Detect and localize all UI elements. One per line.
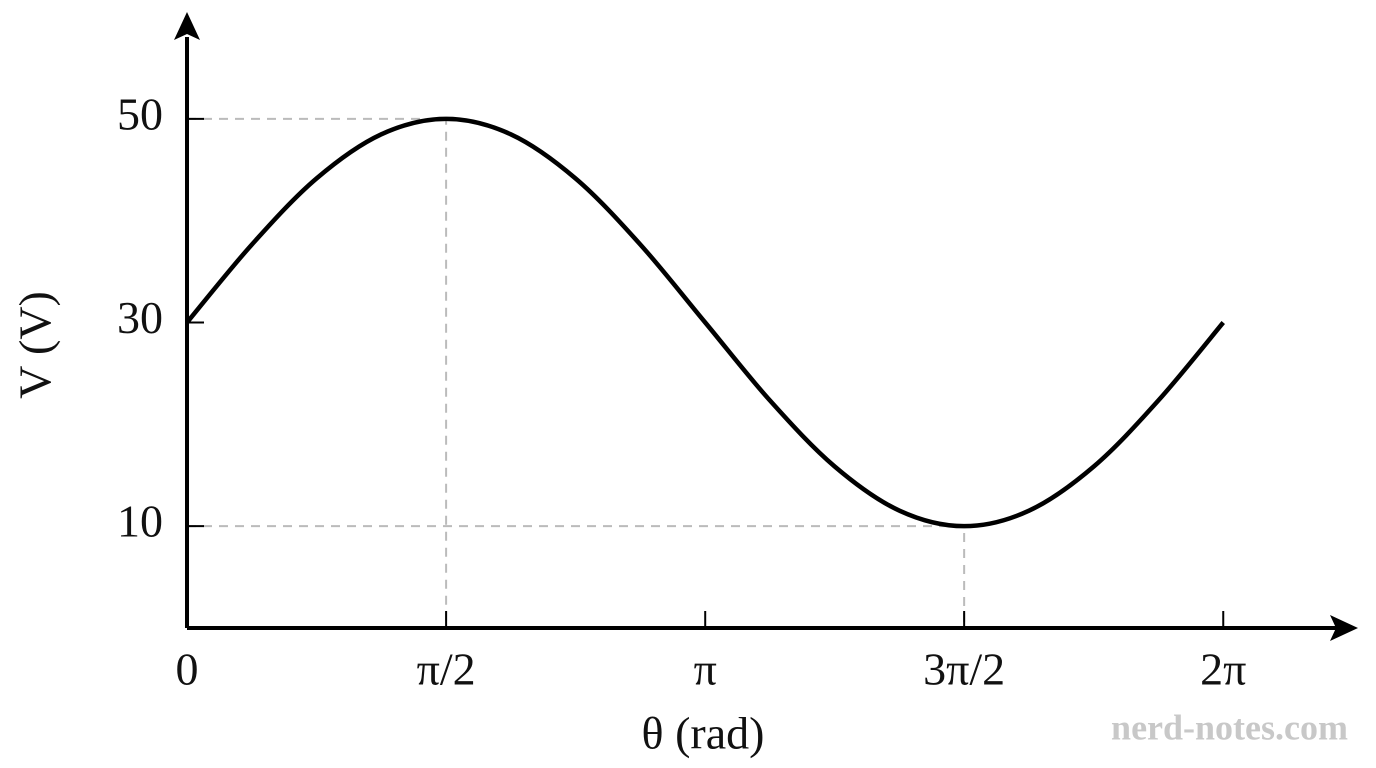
x-tick-label: 2π bbox=[1200, 644, 1246, 695]
x-tick-label: π bbox=[694, 644, 717, 695]
y-axis-arrow bbox=[174, 12, 200, 40]
guide-line bbox=[187, 525, 966, 628]
x-axis-label: θ (rad) bbox=[642, 708, 765, 759]
y-tick-label: 50 bbox=[117, 88, 163, 139]
watermark: nerd-notes.com bbox=[1111, 707, 1348, 747]
x-axis-arrow bbox=[1330, 615, 1358, 641]
data-line bbox=[185, 116, 1225, 529]
y-axis-label: V (V) bbox=[10, 291, 61, 399]
guide-line bbox=[187, 117, 448, 628]
y-tick-label: 10 bbox=[117, 496, 163, 547]
x-tick-label: 3π/2 bbox=[923, 644, 1005, 695]
x-tick-label: 0 bbox=[176, 644, 199, 695]
x-tick-label: π/2 bbox=[417, 644, 476, 695]
y-tick-label: 30 bbox=[117, 292, 163, 343]
